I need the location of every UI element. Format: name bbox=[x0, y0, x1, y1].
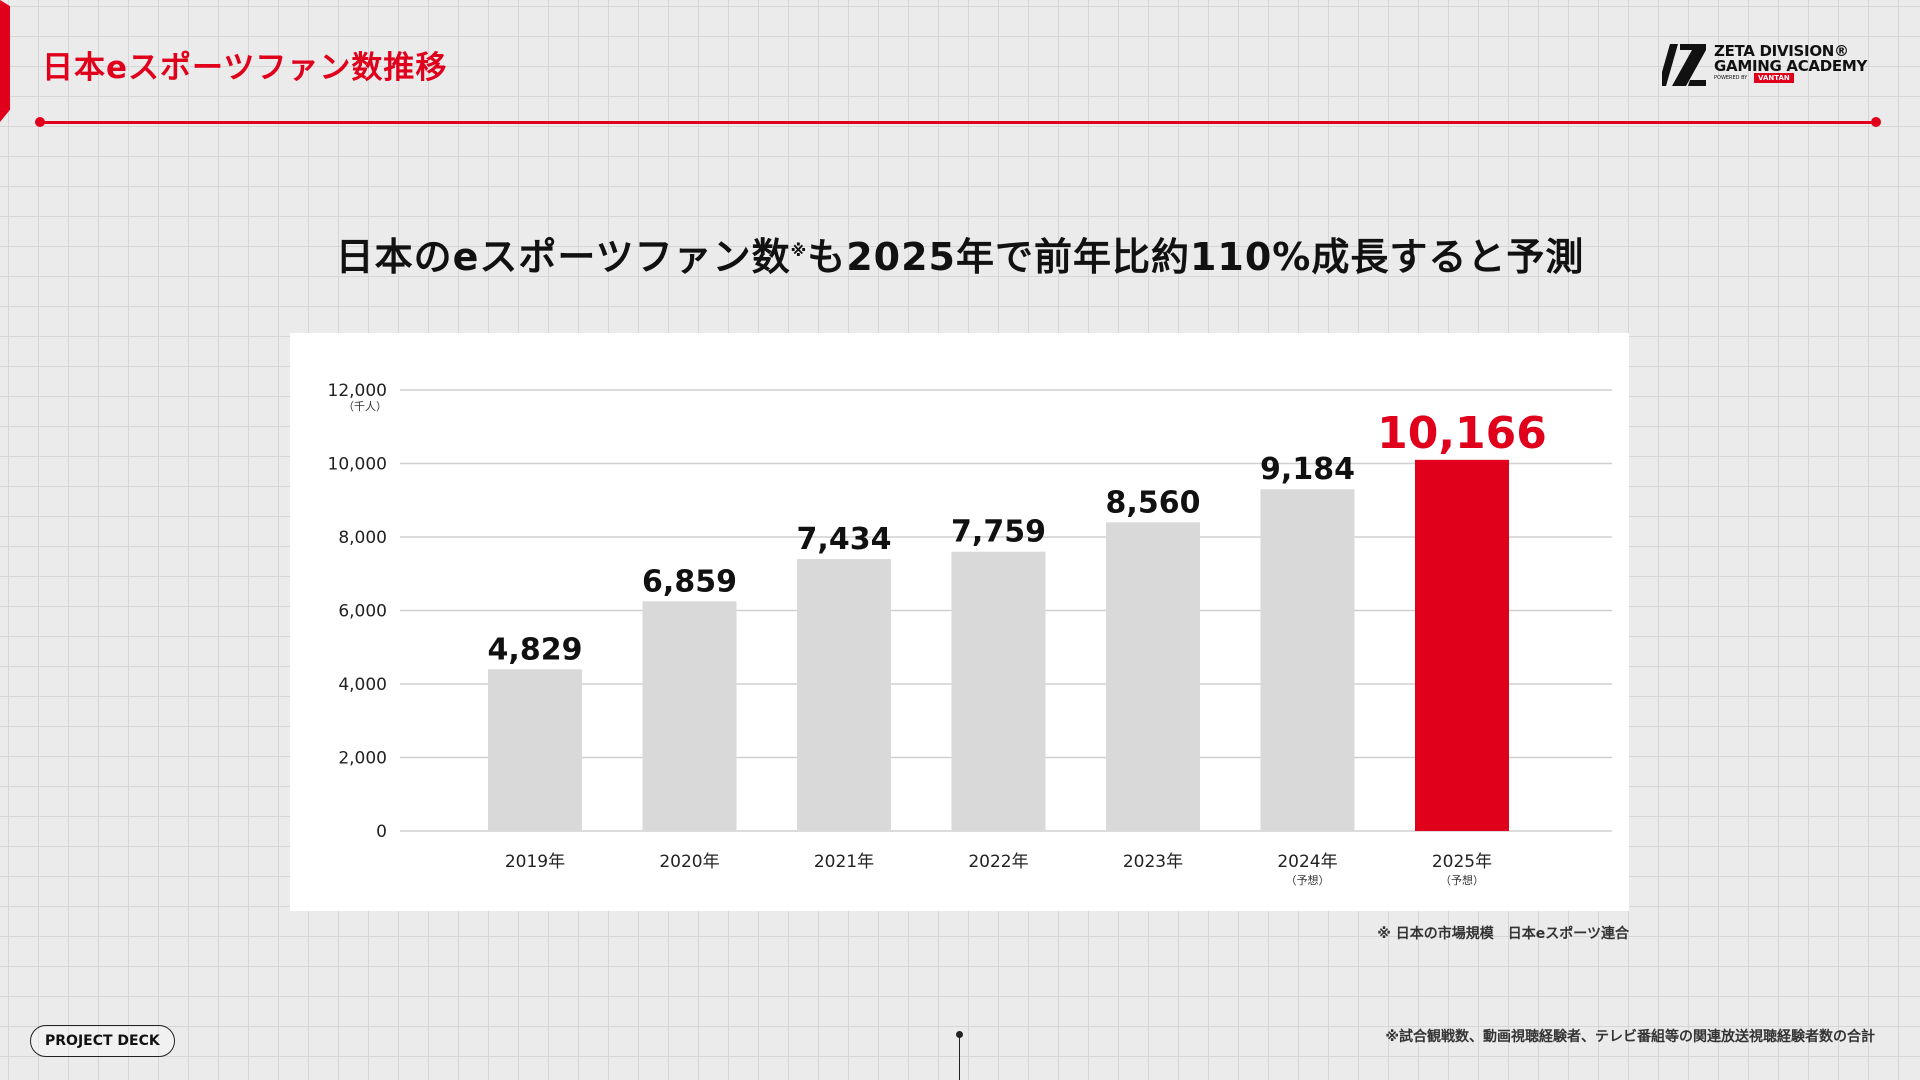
bar bbox=[1106, 522, 1200, 831]
corner-accent-tab bbox=[0, 0, 10, 122]
bottom-center-line bbox=[959, 1034, 960, 1080]
project-deck-button[interactable]: PROJECT DECK bbox=[30, 1025, 175, 1057]
logo-text-line1: ZETA DIVISION® bbox=[1714, 42, 1849, 60]
logo-text-line2: GAMING ACADEMY bbox=[1714, 57, 1868, 75]
x-category-label: 2021年 bbox=[814, 852, 874, 872]
bar-value-label: 8,560 bbox=[1106, 485, 1201, 520]
y-tick-label: 8,000 bbox=[338, 528, 387, 548]
bar-value-label: 4,829 bbox=[488, 632, 583, 667]
source-note: ※ 日本の市場規模 日本eスポーツ連合 bbox=[1377, 926, 1629, 942]
bar-value-label: 10,166 bbox=[1377, 408, 1547, 459]
bar bbox=[488, 669, 582, 831]
bar bbox=[797, 559, 891, 831]
x-category-label: 2025年 bbox=[1432, 852, 1492, 872]
headline-footnote-mark: ※ bbox=[790, 241, 808, 260]
header-divider bbox=[38, 121, 1878, 124]
header-divider-dot-left bbox=[35, 117, 45, 127]
chart-panel: 0 2,000 4,000 6,000 8,000 10,000 12,000 （千人） 4,8… bbox=[290, 333, 1629, 911]
y-tick-label: 0 bbox=[376, 822, 387, 842]
bar bbox=[642, 601, 737, 831]
logo-vantan-badge: VANTAN bbox=[1754, 73, 1794, 83]
bar-value-label: 6,859 bbox=[642, 564, 737, 599]
bar bbox=[1260, 489, 1355, 831]
y-unit-label: （千人） bbox=[343, 400, 387, 413]
x-category-note: （予想） bbox=[1286, 873, 1330, 887]
bar bbox=[1415, 459, 1509, 831]
x-category-label: 2022年 bbox=[968, 852, 1028, 872]
zeta-division-logo: ZETA DIVISION® GAMING ACADEMY POWERED BY… bbox=[1662, 42, 1872, 88]
logo-powered-by: POWERED BY bbox=[1714, 75, 1748, 81]
page-title: 日本eスポーツファン数推移 bbox=[42, 50, 448, 86]
bar-value-label: 9,184 bbox=[1260, 452, 1355, 487]
headline-text-before: 日本のeスポーツファン数 bbox=[335, 235, 791, 279]
x-category-label: 2020年 bbox=[659, 852, 719, 872]
zeta-logo-mark-icon bbox=[1662, 44, 1706, 86]
bar-value-label: 7,759 bbox=[951, 515, 1046, 550]
y-tick-label: 4,000 bbox=[338, 675, 387, 695]
y-tick-label: 12,000 bbox=[328, 381, 387, 401]
header-divider-dot-right bbox=[1871, 117, 1881, 127]
bar-value-label: 7,434 bbox=[797, 522, 892, 557]
y-tick-label: 6,000 bbox=[338, 602, 387, 622]
y-tick-label: 2,000 bbox=[338, 749, 387, 769]
x-category-label: 2024年 bbox=[1277, 852, 1337, 872]
bottom-center-dot bbox=[956, 1031, 963, 1038]
headline-text-after: も2025年で前年比約110%成長すると予測 bbox=[807, 235, 1585, 279]
footnote: ※試合観戦数、動画視聴経験者、テレビ番組等の関連放送視聴経験者数の合計 bbox=[1385, 1029, 1875, 1045]
y-tick-label: 10,000 bbox=[328, 455, 387, 475]
fan-count-bar-chart: 0 2,000 4,000 6,000 8,000 10,000 12,000（千人） 4,8… bbox=[328, 381, 1612, 887]
bar bbox=[951, 551, 1046, 831]
x-category-label: 2023年 bbox=[1123, 852, 1183, 872]
x-category-label: 2019年 bbox=[505, 852, 565, 872]
x-category-note: （予想） bbox=[1440, 873, 1484, 887]
headline: 日本のeスポーツファン数※も2025年で前年比約110%成長すると予測 bbox=[0, 226, 1920, 281]
